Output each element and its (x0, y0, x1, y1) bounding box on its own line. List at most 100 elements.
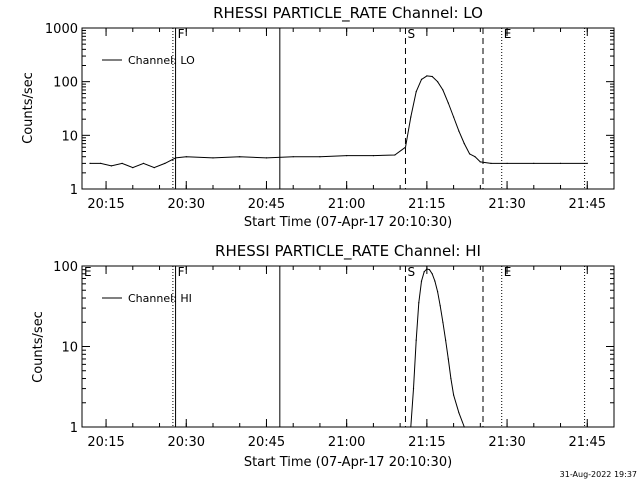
data-point (412, 388, 415, 390)
data-point (410, 426, 412, 428)
data-point (415, 91, 417, 93)
data-point (442, 89, 444, 91)
data-point (453, 394, 455, 396)
data-point (89, 162, 91, 164)
data-point (559, 162, 562, 164)
y-tick-label: 1 (70, 183, 78, 198)
data-point (415, 339, 417, 341)
panel-lo: RHESSI PARTICLE_RATE Channel: LO 1101001… (21, 4, 615, 230)
y-axis-label: Counts/sec (21, 72, 36, 144)
event-marker-label: F (178, 27, 185, 41)
data-point (426, 268, 428, 270)
y-axis-label: Counts/sec (31, 311, 46, 383)
plot-frame (81, 265, 615, 428)
x-tick-label: 21:30 (488, 197, 525, 212)
x-tick-label: 21:00 (328, 197, 365, 212)
data-point (490, 162, 492, 164)
chart-title: RHESSI PARTICLE_RATE Channel: LO (213, 4, 483, 23)
x-tick-label: 21:45 (569, 435, 606, 450)
panel-hi: RHESSI PARTICLE_RATE Channel: HI 1 10 100 2… (31, 242, 615, 470)
data-point (586, 162, 588, 164)
x-tick-label: 21:45 (569, 197, 606, 212)
y-tick-label: 10 (61, 341, 78, 356)
data-point (142, 162, 145, 164)
data-point (437, 81, 439, 83)
x-tick-label: 20:45 (248, 435, 285, 450)
data-point (439, 305, 441, 307)
y-tick-label: 100 (53, 76, 78, 91)
data-point (423, 271, 425, 273)
data-point (212, 157, 214, 159)
data-point (164, 162, 166, 164)
data-point (447, 102, 449, 104)
x-axis-label: Start Time (07-Apr-17 20:10:30) (244, 455, 452, 470)
x-tick-label: 20:45 (248, 197, 285, 212)
event-marker-label: S (407, 265, 415, 279)
y-tick-label: 1 (70, 421, 78, 436)
data-point (474, 156, 476, 158)
data-point (437, 291, 439, 293)
y-tick-label: 100 (53, 260, 78, 275)
data-point (431, 273, 433, 275)
data-point (175, 157, 177, 159)
x-tick-label: 21:30 (488, 435, 525, 450)
data-point (319, 156, 321, 158)
data-point (450, 377, 452, 380)
x-axis-label: Start Time (07-Apr-17 20:10:30) (244, 215, 452, 230)
data-point (153, 167, 155, 169)
legend-entry: Channel: LO (128, 54, 195, 67)
x-tick-label: 20:30 (168, 197, 205, 212)
data-point (447, 358, 449, 360)
data-point (110, 165, 112, 167)
data-point (410, 116, 412, 118)
event-marker-label: F (178, 265, 185, 279)
chart-title: RHESSI PARTICLE_RATE Channel: HI (215, 242, 481, 261)
event-marker-label: E (504, 27, 512, 41)
data-point (239, 156, 241, 158)
data-point (458, 412, 460, 414)
data-point (428, 269, 431, 271)
data-point (426, 75, 428, 77)
data-point (479, 161, 481, 163)
data-point (372, 155, 374, 157)
data-point (121, 162, 123, 164)
footer-timestamp: 31-Aug-2022 19:37 (560, 470, 637, 479)
event-marker-label: E (84, 265, 92, 279)
plot-frame (81, 27, 615, 190)
data-point (100, 162, 102, 164)
data-point (404, 146, 407, 148)
event-marker-label: E (504, 265, 512, 279)
x-tick-label: 21:00 (328, 435, 365, 450)
y-tick-label: 10 (61, 129, 78, 144)
data-point (463, 143, 465, 145)
data-point (442, 321, 444, 323)
data-point (418, 302, 420, 304)
y-tick-label: 1000 (45, 22, 78, 37)
x-tick-label: 21:15 (408, 435, 445, 450)
x-tick-label: 20:15 (87, 197, 124, 212)
data-point (533, 162, 535, 164)
data-point (292, 156, 294, 158)
x-tick-label: 20:30 (168, 435, 205, 450)
data-point (506, 162, 508, 164)
data-point (132, 167, 134, 169)
legend-entry: Channel: HI (128, 292, 192, 305)
x-tick-label: 21:15 (408, 197, 445, 212)
data-point (458, 130, 460, 132)
data-point (469, 153, 471, 155)
data-point (185, 156, 187, 158)
data-point (420, 78, 423, 80)
series-line (90, 75, 588, 169)
plot-area-hi: 1 10 100 20:15 20:30 20:45 21:00 21:15 21:30 21:4… (53, 260, 615, 450)
data-point (346, 155, 348, 157)
x-tick-label: 20:15 (87, 435, 124, 450)
series-line (410, 268, 465, 428)
data-point (431, 75, 433, 78)
plot-area-lo: 1 10 100 1000 20:15 20:30 20:45 21:00 21:15 21:30… (45, 22, 615, 212)
data-point (420, 280, 423, 282)
data-point (434, 280, 436, 282)
data-point (265, 157, 268, 159)
event-marker-label: S (407, 27, 415, 41)
data-point (453, 116, 455, 118)
